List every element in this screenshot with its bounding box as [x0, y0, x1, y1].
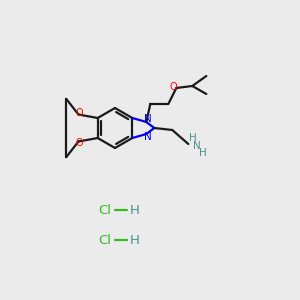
Text: N: N: [194, 141, 201, 151]
Text: N: N: [144, 132, 152, 142]
Text: O: O: [76, 139, 83, 148]
Text: H: H: [200, 148, 207, 158]
Text: Cl: Cl: [98, 203, 112, 217]
Text: N: N: [144, 114, 152, 124]
Text: Cl: Cl: [98, 233, 112, 247]
Text: H: H: [130, 233, 140, 247]
Text: H: H: [189, 133, 197, 143]
Text: O: O: [76, 109, 83, 118]
Text: H: H: [130, 203, 140, 217]
Text: O: O: [169, 82, 177, 92]
